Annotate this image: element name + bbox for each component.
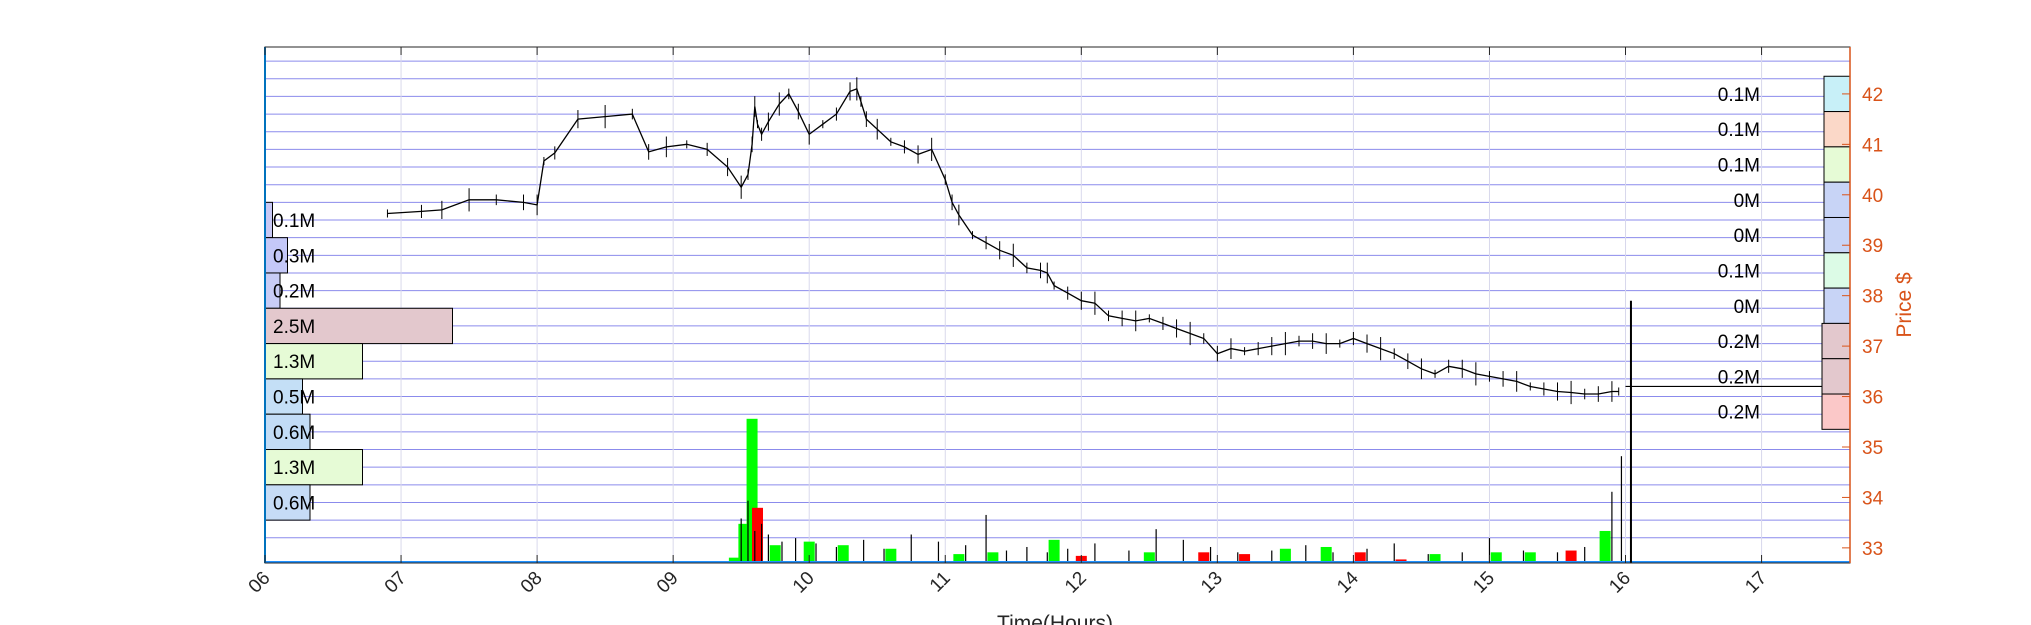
volume-bar-up xyxy=(837,545,849,563)
y-tick-label: 33 xyxy=(1862,539,1883,560)
volume-bars xyxy=(265,418,1850,563)
volume-profile: 0.1M 0.3M 0.2M 2.5M 1.3M 0.5M 0.6M 1.3M 0.6M 0.1M… xyxy=(264,75,1851,521)
volume-bar-up xyxy=(738,523,750,563)
y-tick-label: 37 xyxy=(1862,337,1883,358)
volume-bar-up xyxy=(1279,548,1291,563)
volume-profile-right-bar xyxy=(1821,322,1851,360)
volume-bar-up xyxy=(1048,539,1060,563)
volume-profile-right-bar xyxy=(1823,146,1851,183)
volume-bar-up xyxy=(1599,530,1611,563)
volume-bar-up xyxy=(1320,546,1332,563)
x-axis-title: Time(Hours) xyxy=(997,612,1113,625)
volume-bar-up xyxy=(803,541,815,563)
volume-profile-left-bar xyxy=(264,378,303,415)
y-axis-right: 33 34 35 36 37 38 39 40 41 42 xyxy=(1842,85,1884,560)
volume-bar-down xyxy=(1565,550,1577,563)
volume-profile-left-bar xyxy=(264,449,363,486)
volume-profile-right-bar xyxy=(1823,216,1851,254)
volume-bar-up xyxy=(953,554,965,563)
volume-profile-right-bar xyxy=(1823,252,1851,289)
volume-profile-left-label: 0.1M xyxy=(273,211,315,232)
y-tick-label: 36 xyxy=(1862,388,1883,409)
volume-profile-left-label: 0.6M xyxy=(273,493,315,514)
volume-profile-left-label: 0.6M xyxy=(273,423,315,444)
volume-profile-right-label: 0.1M xyxy=(1718,156,1760,177)
y-tick-label: 41 xyxy=(1862,135,1883,156)
volume-profile-right-label: 0M xyxy=(1734,191,1760,212)
volume-profile-left-bar xyxy=(264,201,273,239)
y-tick-label: 38 xyxy=(1862,287,1883,308)
volume-profile-right-label: 0.2M xyxy=(1718,332,1760,353)
grid-lines xyxy=(264,47,1850,563)
volume-profile-right-label: 0.2M xyxy=(1718,403,1760,424)
y-tick-label: 35 xyxy=(1862,438,1883,459)
volume-bar-up xyxy=(769,545,781,563)
y-tick-label: 34 xyxy=(1862,488,1884,509)
volume-profile-right-label: 0.1M xyxy=(1718,261,1760,282)
y-tick-label: 42 xyxy=(1862,85,1883,106)
volume-bar-down xyxy=(1239,554,1251,563)
volume-bar-up xyxy=(746,418,758,563)
volume-bar-up xyxy=(987,552,999,563)
volume-bar-up xyxy=(1143,552,1155,563)
volume-bar-down xyxy=(1198,552,1210,563)
volume-bar-up xyxy=(1429,554,1441,563)
volume-profile-left-label: 0.3M xyxy=(273,246,315,267)
y-tick-label: 40 xyxy=(1862,186,1883,207)
volume-profile-right-label: 0M xyxy=(1734,226,1760,247)
volume-profile-left-bar xyxy=(264,307,453,345)
y-axis-title: Price $ xyxy=(1893,272,1916,338)
plot-area xyxy=(265,47,1850,563)
volume-profile-left-bar xyxy=(264,413,311,451)
volume-profile-left-label: 0.5M xyxy=(273,388,315,409)
volume-bar-up xyxy=(1490,552,1502,563)
volume-profile-right-label: 0.2M xyxy=(1718,367,1760,388)
volume-profile-right-bar xyxy=(1821,393,1851,430)
volume-bar-up xyxy=(1524,552,1536,563)
y-tick-label: 39 xyxy=(1862,236,1883,257)
volume-profile-right-label: 0M xyxy=(1734,297,1760,318)
volume-profile-left-label: 0.2M xyxy=(273,282,315,303)
volume-bar-up xyxy=(885,548,897,563)
volume-profile-right-bar xyxy=(1823,181,1851,218)
volume-profile-left-label: 2.5M xyxy=(273,317,315,338)
price-series xyxy=(386,77,1850,563)
volume-profile-right-label: 0.1M xyxy=(1718,85,1760,106)
volume-profile-left-label: 1.3M xyxy=(273,458,315,479)
volume-profile-left-bar xyxy=(264,484,311,521)
volume-profile-right-bar xyxy=(1821,358,1851,395)
volume-bar-up xyxy=(728,557,740,563)
volume-profile-left-bar xyxy=(264,343,363,380)
plot-frame xyxy=(264,46,1851,564)
volume-profile-right-label: 0.1M xyxy=(1718,120,1760,141)
price-line xyxy=(387,88,1619,395)
volume-bar-down xyxy=(1354,552,1366,563)
volume-profile-left-label: 1.3M xyxy=(273,352,315,373)
volume-profile-right-bar xyxy=(1823,287,1851,324)
volume-bar-down xyxy=(752,507,764,563)
volume-profile-right-bar xyxy=(1823,111,1851,148)
